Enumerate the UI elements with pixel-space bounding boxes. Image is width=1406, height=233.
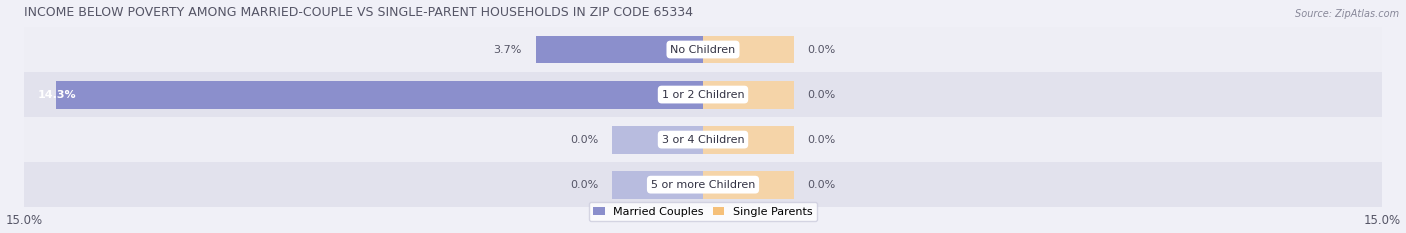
- Bar: [24, 72, 1382, 117]
- Bar: [613, 171, 703, 199]
- Text: 14.3%: 14.3%: [38, 89, 76, 99]
- Text: No Children: No Children: [671, 45, 735, 55]
- Text: 0.0%: 0.0%: [807, 45, 835, 55]
- Bar: [703, 171, 793, 199]
- Bar: [56, 81, 703, 109]
- Bar: [56, 81, 703, 109]
- Bar: [703, 81, 793, 109]
- Text: 1 or 2 Children: 1 or 2 Children: [662, 89, 744, 99]
- Bar: [536, 36, 703, 63]
- Text: 0.0%: 0.0%: [807, 180, 835, 190]
- Text: 0.0%: 0.0%: [571, 180, 599, 190]
- Text: 3 or 4 Children: 3 or 4 Children: [662, 135, 744, 145]
- Text: 3.7%: 3.7%: [494, 45, 522, 55]
- Bar: [24, 117, 1382, 162]
- Bar: [703, 36, 793, 63]
- Text: Source: ZipAtlas.com: Source: ZipAtlas.com: [1295, 9, 1399, 19]
- Bar: [24, 27, 1382, 72]
- Text: 0.0%: 0.0%: [807, 135, 835, 145]
- Text: INCOME BELOW POVERTY AMONG MARRIED-COUPLE VS SINGLE-PARENT HOUSEHOLDS IN ZIP COD: INCOME BELOW POVERTY AMONG MARRIED-COUPL…: [24, 6, 693, 19]
- Bar: [24, 162, 1382, 207]
- Bar: [613, 126, 703, 154]
- Text: 0.0%: 0.0%: [571, 135, 599, 145]
- Bar: [703, 126, 793, 154]
- Bar: [536, 36, 703, 63]
- Text: 0.0%: 0.0%: [807, 89, 835, 99]
- Text: 5 or more Children: 5 or more Children: [651, 180, 755, 190]
- Legend: Married Couples, Single Parents: Married Couples, Single Parents: [589, 202, 817, 221]
